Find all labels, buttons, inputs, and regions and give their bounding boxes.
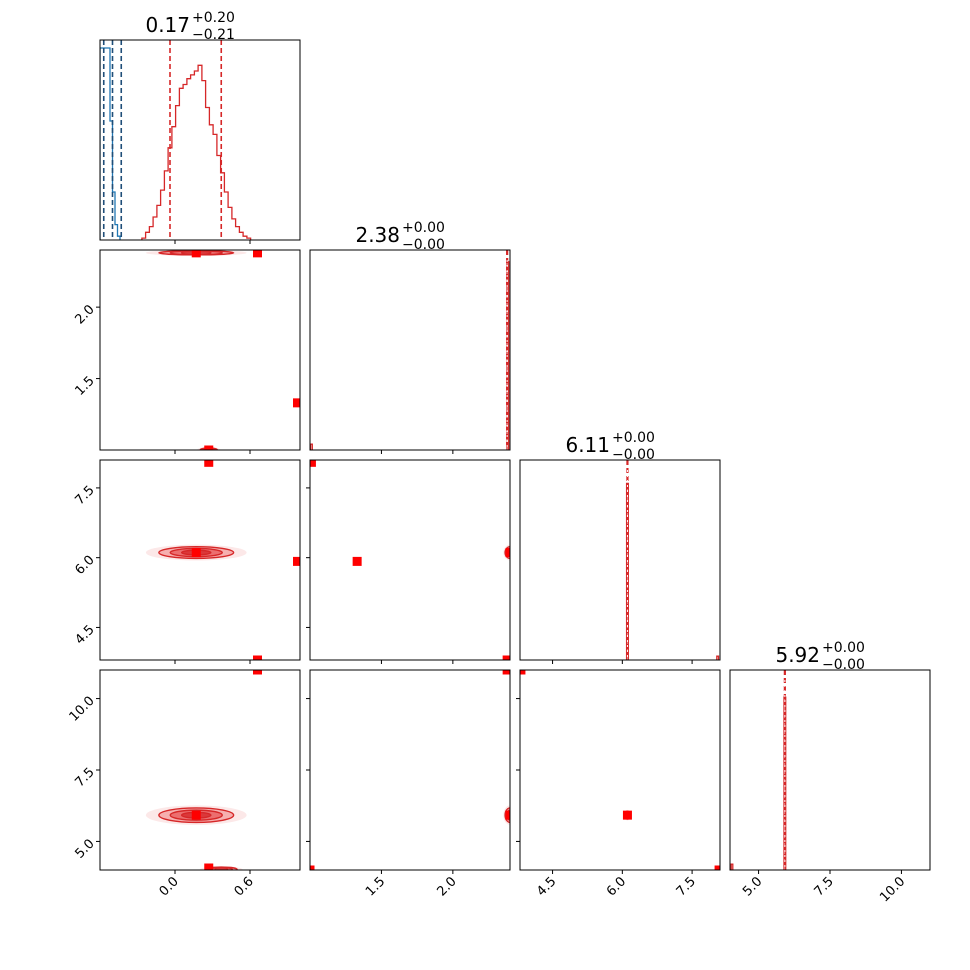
marker-point (293, 556, 300, 566)
scatter-panel-0-3 (145, 670, 262, 870)
y-tick-label: 7.5 (72, 765, 97, 790)
y-tick-label: 10.0 (67, 694, 98, 725)
x-tick-label: 7.5 (812, 874, 837, 899)
y-tick-label: 7.5 (72, 483, 97, 508)
marker-point (502, 655, 510, 660)
marker-point (505, 810, 510, 820)
panel-title-value: 0.17 (145, 13, 190, 37)
marker-point (622, 810, 632, 820)
panel-frame (309, 669, 511, 871)
marker-point (310, 460, 316, 467)
x-tick-label: 1.5 (363, 874, 388, 899)
marker-point (253, 655, 262, 660)
histogram-red-1 (310, 261, 510, 450)
contour-level-2 (214, 866, 229, 870)
y-tick-label: 2.0 (72, 302, 97, 327)
panel-title-minus: −0.00 (402, 237, 445, 253)
panel-frame (519, 459, 721, 661)
scatter-panel-1-2 (310, 460, 510, 660)
panel-frame (729, 669, 931, 871)
marker-point (293, 398, 300, 408)
y-tick-label: 5.0 (72, 836, 97, 861)
histogram-red-2 (625, 482, 720, 660)
scatter-panel-1-3 (310, 670, 510, 870)
scatter-panel-0-2 (145, 460, 300, 660)
x-tick-label: 6.0 (604, 874, 629, 899)
panel-title-minus: −0.00 (822, 657, 865, 673)
panel-frame (519, 669, 721, 871)
panel-title-plus: +0.00 (402, 220, 445, 236)
panel-frame (99, 249, 301, 451)
marker-point (520, 670, 526, 675)
marker-point (253, 670, 262, 675)
scatter-panel-2-3 (520, 670, 720, 870)
diag-panel-0 (100, 40, 252, 240)
marker-point (502, 670, 510, 675)
diag-panel-3 (730, 670, 787, 870)
marker-point (505, 548, 510, 558)
scatter-panel-0-1 (145, 250, 300, 450)
x-tick-label: 2.0 (434, 874, 459, 899)
x-tick-label: 10.0 (877, 874, 908, 905)
x-tick-label: 0.0 (157, 874, 182, 899)
marker-point (204, 460, 214, 467)
histogram-red-3 (730, 696, 787, 870)
panel-frame (309, 459, 511, 661)
panel-frame (99, 39, 301, 241)
panel-frame (99, 459, 301, 661)
panel-title-plus: +0.00 (822, 640, 865, 656)
x-tick-label: 7.5 (674, 874, 699, 899)
y-tick-label: 4.5 (72, 622, 97, 647)
x-tick-label: 0.6 (232, 874, 257, 899)
marker-point (204, 863, 214, 870)
panel-title-value: 6.11 (565, 433, 610, 457)
marker-point (352, 556, 362, 566)
marker-point (714, 865, 720, 870)
marker-point (191, 810, 201, 820)
panel-title-minus: −0.21 (192, 27, 235, 43)
y-tick-label: 6.0 (72, 553, 97, 578)
panel-title-value: 5.92 (775, 643, 820, 667)
marker-point (253, 250, 262, 258)
panel-title-minus: −0.00 (612, 447, 655, 463)
marker-point (204, 445, 214, 450)
marker-point (191, 548, 201, 558)
x-tick-label: 4.5 (534, 874, 559, 899)
y-tick-label: 1.5 (72, 374, 97, 399)
panel-title-value: 2.38 (355, 223, 400, 247)
panel-frame (309, 249, 511, 451)
x-tick-label: 5.0 (740, 874, 765, 899)
diag-panel-1 (310, 250, 510, 450)
panel-title-plus: +0.00 (612, 430, 655, 446)
marker-point (310, 865, 315, 870)
panel-title-plus: +0.20 (192, 10, 235, 26)
panel-frame (99, 669, 301, 871)
marker-point (191, 250, 201, 258)
histogram-red-0 (141, 64, 252, 240)
diag-panel-2 (625, 460, 720, 660)
